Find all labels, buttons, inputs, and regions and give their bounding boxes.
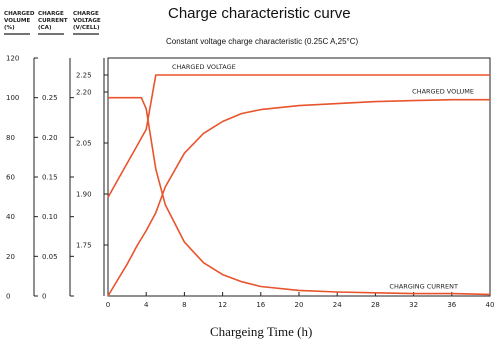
x-axis-tick-label: 28 — [371, 301, 380, 309]
charged-axis-tick-label: 100 — [6, 94, 19, 102]
x-axis-tick-label: 20 — [295, 301, 304, 309]
current-axis-header: CHARGE — [38, 11, 64, 17]
charged-axis-tick-label: 120 — [6, 55, 19, 63]
charged-axis-header: CHARGED — [4, 11, 35, 17]
voltage-axis-header: (V/CELL) — [73, 25, 100, 31]
charged-axis-tick-label: 20 — [6, 253, 15, 261]
x-axis-tick-label: 32 — [409, 301, 418, 309]
y-axes-group: CHARGEDVOLUME(%)020406080100120CHARGECUR… — [4, 11, 108, 301]
x-axis-tick-label: 40 — [486, 301, 495, 309]
annotation-label: CHARGING CURRENT — [389, 283, 458, 291]
charged-axis-tick-label: 40 — [6, 213, 15, 221]
current-axis-header: CURRENT — [38, 18, 68, 24]
voltage-axis-tick-label: 2.05 — [76, 140, 92, 148]
charged-axis-tick-label: 60 — [6, 174, 15, 182]
x-axis-tick-label: 0 — [106, 301, 110, 309]
current-axis-header: (CA) — [38, 25, 52, 31]
x-axis-group: 0 4 8 12 16 20 24 28 32 36 40 — [106, 292, 495, 309]
voltage-axis-header: CHARGE — [73, 11, 99, 17]
current-axis-tick-label: 0 — [42, 293, 46, 301]
x-axis-tick-label: 8 — [182, 301, 186, 309]
x-axis-tick-label: 24 — [333, 301, 342, 309]
charged-axis-header: (%) — [4, 25, 15, 31]
voltage-axis-tick-label: 1.75 — [76, 242, 92, 250]
chart-title: Charge characteristic curve — [168, 5, 351, 22]
current-axis-tick-label: 0.25 — [42, 94, 58, 102]
current-axis-tick-label: 0.05 — [42, 253, 58, 261]
x-axis-tick-label: 4 — [144, 301, 149, 309]
x-axis-tick-label: 36 — [447, 301, 456, 309]
voltage-axis-header: VOLTAGE — [73, 18, 101, 24]
series-line — [108, 96, 491, 296]
charged-axis-header: VOLUME — [4, 18, 30, 24]
chart-subtitle: Constant voltage charge characteristic (… — [166, 37, 359, 46]
annotations-group: CHARGED VOLTAGE CHARGED VOLUME CHARGING CU… — [172, 63, 474, 291]
series-group — [107, 74, 491, 297]
charged-axis-tick-label: 80 — [6, 134, 15, 142]
voltage-axis-tick-label: 2.25 — [76, 72, 92, 80]
series-line — [107, 98, 490, 297]
series-line — [107, 74, 490, 198]
current-axis-tick-label: 0.15 — [42, 174, 58, 182]
charged-axis-tick-label: 0 — [6, 293, 10, 301]
x-axis-label: Chargeing Time (h) — [210, 324, 312, 339]
x-axis-tick-label: 16 — [256, 301, 265, 309]
annotation-label: CHARGED VOLTAGE — [172, 63, 236, 71]
voltage-axis-tick-label: 1.90 — [76, 191, 92, 199]
x-axis-tick-label: 12 — [218, 301, 227, 309]
voltage-axis-tick-label: 2.20 — [76, 89, 92, 97]
current-axis-tick-label: 0.10 — [42, 213, 58, 221]
annotation-label: CHARGED VOLUME — [412, 88, 474, 96]
current-axis-tick-label: 0.20 — [42, 134, 58, 142]
